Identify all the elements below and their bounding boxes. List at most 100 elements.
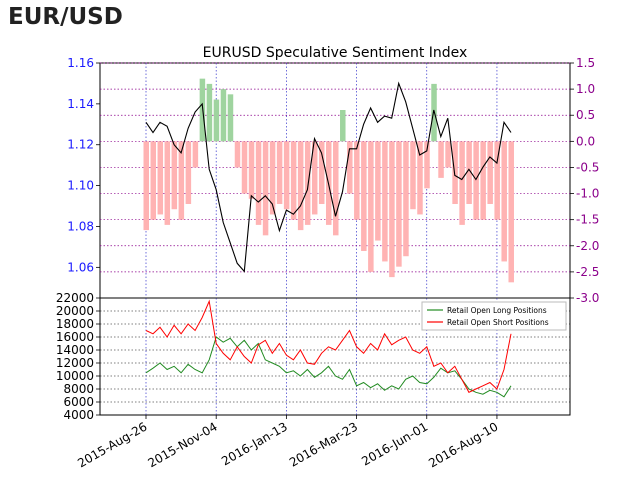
x-tick-label-1: 2015-Nov-04 xyxy=(146,419,220,470)
ssi-bar-44 xyxy=(452,141,458,204)
ssi-bar-37 xyxy=(403,141,409,257)
bottom-tick-label-2: 8000 xyxy=(63,382,94,396)
ssi-bar-46 xyxy=(466,141,472,204)
legend-box xyxy=(421,301,567,331)
left-tick-label-5: 1.16 xyxy=(67,56,94,70)
ssi-bar-31 xyxy=(361,141,367,251)
ssi-bar-47 xyxy=(473,141,479,220)
ssi-bar-42 xyxy=(438,141,444,178)
pair-title: EUR/USD xyxy=(8,4,123,30)
ssi-bar-6 xyxy=(185,141,192,204)
positions-line-1 xyxy=(145,299,512,393)
bottom-tick-label-0: 4000 xyxy=(63,408,94,422)
ssi-bar-20 xyxy=(283,141,290,210)
x-tick-label-5: 2016-Aug-10 xyxy=(426,419,500,470)
ssi-bar-0 xyxy=(143,141,149,231)
right-tick-label-3: -1.5 xyxy=(576,213,599,227)
legend-label-long: Retail Open Long Positions xyxy=(447,306,547,315)
x-tick-label-2: 2016-Jan-13 xyxy=(219,419,290,468)
ssi-bar-19 xyxy=(276,141,283,204)
right-tick-label-9: 1.5 xyxy=(576,56,595,70)
x-tick-label-0: 2015-Aug-26 xyxy=(75,419,149,470)
ssi-bar-29 xyxy=(347,141,353,194)
ssi-bar-51 xyxy=(501,141,507,262)
right-tick-label-7: 0.5 xyxy=(576,108,595,122)
ssi-bars xyxy=(143,78,514,283)
top-left-axis: 1.06 1.08 1.10 1.12 1.14 1.16 xyxy=(67,56,100,274)
ssi-bar-2 xyxy=(157,141,164,215)
ssi-bar-45 xyxy=(459,141,465,225)
ssi-bar-22 xyxy=(297,141,304,231)
bottom-tick-label-3: 10000 xyxy=(56,369,94,383)
ssi-bar-40 xyxy=(424,141,430,189)
ssi-bar-49 xyxy=(487,141,493,204)
x-tick-label-4: 2016-Jun-01 xyxy=(359,419,430,468)
ssi-bar-16 xyxy=(255,141,262,225)
bottom-grid xyxy=(100,297,570,416)
ssi-bar-27 xyxy=(333,141,339,236)
ssi-bar-21 xyxy=(290,141,297,220)
ssi-bar-1 xyxy=(150,141,157,220)
ssi-bar-24 xyxy=(311,141,318,215)
ssi-bar-30 xyxy=(354,141,360,220)
ssi-bar-10 xyxy=(213,99,220,142)
right-tick-label-0: -3.0 xyxy=(576,291,599,305)
ssi-bar-3 xyxy=(164,141,171,225)
ssi-bar-5 xyxy=(178,141,185,220)
ssi-bar-11 xyxy=(220,89,227,142)
left-tick-label-3: 1.12 xyxy=(67,138,94,152)
bottom-tick-label-9: 22000 xyxy=(56,291,94,305)
ssi-bar-15 xyxy=(248,141,255,199)
ssi-bar-7 xyxy=(192,141,199,168)
ssi-bar-48 xyxy=(480,141,486,220)
ssi-bar-50 xyxy=(494,141,500,220)
right-tick-label-4: -1.0 xyxy=(576,187,599,201)
bottom-tick-label-7: 18000 xyxy=(56,317,94,331)
bottom-tick-label-8: 20000 xyxy=(56,304,94,318)
chart-title: EURUSD Speculative Sentiment Index xyxy=(203,45,468,61)
positions-line-0 xyxy=(145,336,512,398)
ssi-bar-52 xyxy=(508,141,514,283)
ssi-bar-4 xyxy=(171,141,178,210)
ssi-bar-33 xyxy=(375,141,381,241)
ssi-bar-25 xyxy=(318,141,325,204)
left-tick-label-1: 1.08 xyxy=(67,219,94,233)
right-tick-label-2: -2.0 xyxy=(576,239,599,253)
ssi-bar-32 xyxy=(368,141,374,272)
bottom-tick-label-1: 6000 xyxy=(63,395,94,409)
top-panel: 1.06 1.08 1.10 1.12 1.14 1.16 -3.0 -2.5 -2.0 -1.… xyxy=(67,45,599,305)
ssi-bar-12 xyxy=(227,94,234,142)
legend: Retail Open Long Positions Retail Open S… xyxy=(421,301,567,331)
ssi-bar-17 xyxy=(262,141,269,236)
ssi-bar-18 xyxy=(269,141,276,215)
bottom-panel: 4000600080001000012000140001600018000200… xyxy=(56,291,571,470)
ssi-bar-9 xyxy=(206,83,213,142)
top-right-axis: -3.0 -2.5 -2.0 -1.5 -1.0 -0.5 0.0 0.5 1.0 1.5 xyxy=(570,56,599,305)
ssi-bar-23 xyxy=(304,141,311,225)
positions-lines xyxy=(145,299,512,398)
ssi-bar-43 xyxy=(445,141,451,168)
bottom-tick-label-4: 12000 xyxy=(56,356,94,370)
left-tick-label-0: 1.06 xyxy=(67,260,94,274)
bottom-left-axis: 4000600080001000012000140001600018000200… xyxy=(56,291,100,422)
right-tick-label-5: -0.5 xyxy=(576,160,599,174)
ssi-bar-14 xyxy=(241,141,248,194)
ssi-bar-34 xyxy=(382,141,388,262)
right-tick-label-6: 0.0 xyxy=(576,134,595,148)
ssi-bar-38 xyxy=(410,141,416,210)
ssi-bar-28 xyxy=(340,110,346,142)
right-tick-label-1: -2.5 xyxy=(576,265,599,279)
right-tick-label-8: 1.0 xyxy=(576,82,595,96)
left-tick-label-4: 1.14 xyxy=(67,97,94,111)
ssi-bar-35 xyxy=(389,141,395,278)
ssi-bar-13 xyxy=(234,141,241,168)
ssi-bar-36 xyxy=(396,141,402,267)
x-tick-label-3: 2016-Mar-23 xyxy=(287,419,360,469)
ssi-bar-39 xyxy=(417,141,423,215)
price-line xyxy=(145,81,512,273)
bottom-tick-label-5: 14000 xyxy=(56,343,94,357)
price-layer xyxy=(145,81,512,273)
legend-label-short: Retail Open Short Positions xyxy=(447,318,549,327)
